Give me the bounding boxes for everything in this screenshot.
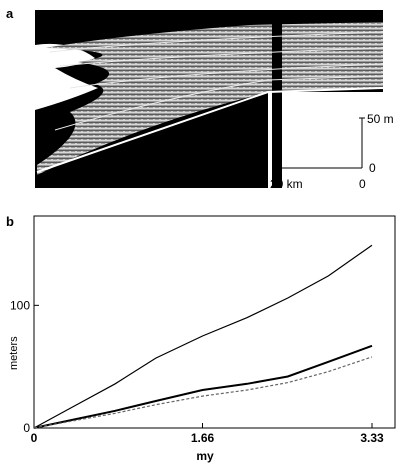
series-line-2 xyxy=(33,344,373,429)
reflector-line xyxy=(59,47,384,67)
reflector-line xyxy=(54,75,384,131)
panel-b-label: b xyxy=(6,214,14,229)
plot-frame xyxy=(33,215,396,429)
scale-label-50m: 50 m xyxy=(367,112,394,126)
reflector-line xyxy=(69,63,384,89)
x-tick-label: 0 xyxy=(31,431,38,445)
scale-label-0-horizontal: 0 xyxy=(359,177,366,191)
x-axis-label: my xyxy=(196,449,214,463)
y-tick-label: 100 xyxy=(10,298,30,312)
subsidence-chart: meters my 0 1.66 3.33 0 100 xyxy=(8,215,396,463)
y-axis-label: meters xyxy=(8,336,20,370)
series-line-1 xyxy=(33,244,373,429)
y-tick-label: 0 xyxy=(23,421,30,435)
x-tick-label: 1.66 xyxy=(191,431,215,445)
onlap-wedge xyxy=(35,10,98,110)
x-tick-label: 3.33 xyxy=(360,431,384,445)
series-line-3 xyxy=(33,356,373,429)
scale-inset xyxy=(268,92,383,188)
panel-a-label: a xyxy=(6,6,14,21)
reflector-line xyxy=(49,31,384,53)
basement-reflector xyxy=(36,87,384,173)
scale-bars: 50 m 0 20 km 0 xyxy=(270,112,394,191)
scale-label-0-vertical: 0 xyxy=(369,161,376,175)
well-column xyxy=(272,10,282,188)
seismic-section xyxy=(35,10,384,188)
scale-label-20km: 20 km xyxy=(270,177,303,191)
